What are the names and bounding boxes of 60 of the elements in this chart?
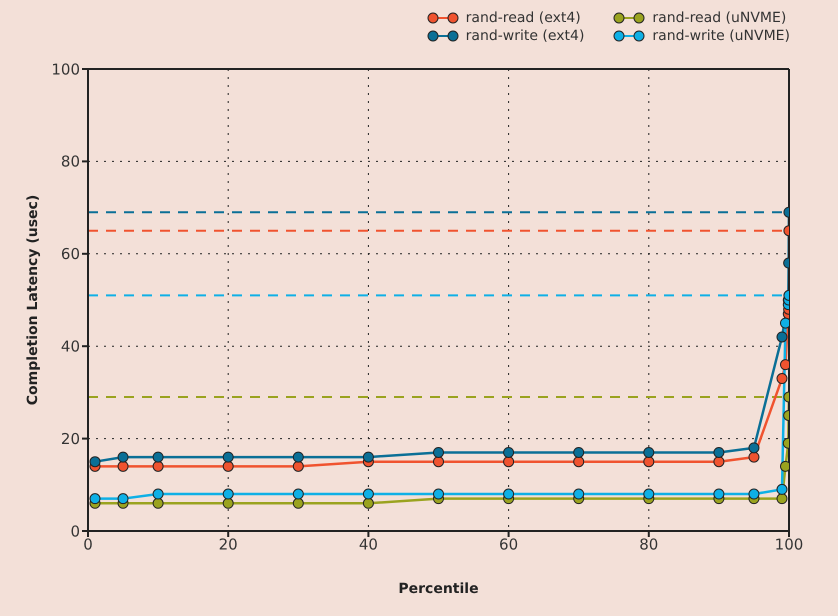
point: [748, 488, 760, 500]
x-tick-label: 20: [218, 536, 238, 554]
legend-label: rand-read (uNVME): [652, 10, 786, 26]
point: [503, 488, 514, 500]
point: [292, 498, 304, 509]
y-tick-label: 0: [70, 522, 80, 540]
point: [748, 452, 760, 463]
y-tick-label: 100: [51, 60, 80, 78]
point: [90, 456, 101, 468]
point: [748, 442, 760, 454]
y-tick-label: 20: [60, 430, 80, 448]
point: [222, 452, 234, 463]
point: [503, 456, 514, 468]
point: [152, 460, 164, 472]
y-axis-title: Completion Latency (usec): [24, 194, 41, 406]
x-tick-label: 80: [639, 536, 658, 554]
point: [776, 331, 788, 342]
y-tick-label: 40: [60, 338, 80, 356]
x-tick-label: 0: [83, 536, 93, 554]
x-tick-label: 40: [358, 536, 378, 554]
point: [118, 452, 129, 463]
point: [292, 488, 304, 500]
legend-label: rand-read (ext4): [466, 10, 581, 26]
point: [643, 488, 654, 500]
point: [643, 446, 654, 458]
x-tick-label: 100: [774, 536, 804, 554]
legend-label: rand-write (uNVME): [652, 28, 790, 44]
x-axis-title: Percentile: [398, 581, 479, 597]
point: [222, 488, 234, 500]
point: [222, 498, 234, 509]
point: [433, 456, 444, 468]
y-tick-label: 60: [60, 245, 80, 264]
point: [776, 493, 788, 504]
point: [713, 456, 724, 468]
point: [776, 484, 788, 495]
point: [433, 446, 444, 458]
point: [118, 460, 129, 472]
point: [776, 373, 788, 384]
point: [292, 460, 304, 472]
point: [152, 498, 164, 509]
point: [573, 488, 584, 500]
point: [292, 452, 304, 463]
point: [643, 456, 654, 468]
point: [503, 446, 514, 458]
point: [362, 498, 374, 509]
legend-label: rand-write (ext4): [466, 28, 584, 44]
point: [362, 488, 374, 500]
point: [222, 460, 234, 472]
point: [573, 446, 584, 458]
point: [362, 452, 374, 463]
y-tick-label: 80: [60, 152, 80, 171]
point: [152, 452, 164, 463]
point: [433, 488, 444, 500]
point: [90, 493, 101, 504]
point: [713, 488, 724, 500]
point: [152, 488, 164, 500]
point: [118, 493, 129, 504]
point: [713, 446, 724, 458]
x-tick-label: 60: [499, 536, 518, 554]
point: [573, 456, 584, 468]
